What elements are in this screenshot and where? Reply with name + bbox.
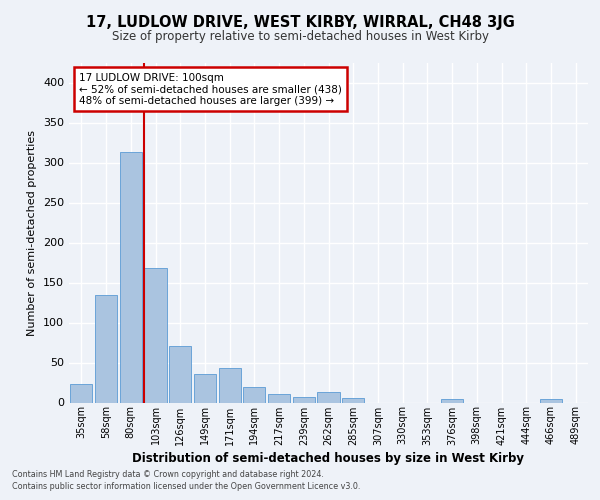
Bar xyxy=(95,294,117,403)
Bar xyxy=(70,384,92,402)
Bar xyxy=(194,374,216,402)
Text: Contains HM Land Registry data © Crown copyright and database right 2024.: Contains HM Land Registry data © Crown c… xyxy=(12,470,324,479)
Bar xyxy=(540,398,562,402)
Bar xyxy=(268,394,290,402)
Text: Size of property relative to semi-detached houses in West Kirby: Size of property relative to semi-detach… xyxy=(112,30,488,43)
Bar xyxy=(145,268,167,402)
Text: 17, LUDLOW DRIVE, WEST KIRBY, WIRRAL, CH48 3JG: 17, LUDLOW DRIVE, WEST KIRBY, WIRRAL, CH… xyxy=(86,15,514,30)
Bar xyxy=(317,392,340,402)
Bar xyxy=(243,388,265,402)
Bar xyxy=(169,346,191,403)
Bar xyxy=(441,400,463,402)
Y-axis label: Number of semi-detached properties: Number of semi-detached properties xyxy=(28,130,37,336)
Bar xyxy=(293,397,315,402)
Bar xyxy=(119,152,142,403)
Text: 17 LUDLOW DRIVE: 100sqm
← 52% of semi-detached houses are smaller (438)
48% of s: 17 LUDLOW DRIVE: 100sqm ← 52% of semi-de… xyxy=(79,72,342,106)
Text: Contains public sector information licensed under the Open Government Licence v3: Contains public sector information licen… xyxy=(12,482,361,491)
Bar xyxy=(218,368,241,402)
X-axis label: Distribution of semi-detached houses by size in West Kirby: Distribution of semi-detached houses by … xyxy=(133,452,524,464)
Bar xyxy=(342,398,364,402)
